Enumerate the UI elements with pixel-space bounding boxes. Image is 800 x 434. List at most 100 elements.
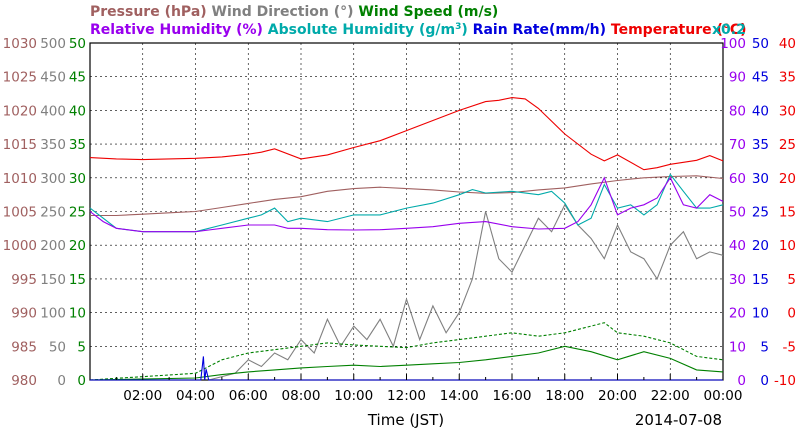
series-absolute-humidity <box>89 173 724 233</box>
legend-item: Pressure (hPa) <box>90 4 207 20</box>
humidity-tick-label: 40 <box>729 238 746 254</box>
right-axes: 0102030405060708090100051015202530354045… <box>720 36 796 389</box>
series-rain-rate <box>90 356 723 381</box>
x-axis-label: Time (JST) <box>367 411 444 429</box>
rain-tick-label: 5 <box>760 339 769 355</box>
rain-tick-label: 30 <box>752 171 769 187</box>
temperature-tick-label: 20 <box>779 171 796 187</box>
x-tick-label: 16:00 <box>493 388 532 404</box>
wind-speed-tick-label: 35 <box>69 137 86 153</box>
legend-close-paren: ) <box>461 22 467 38</box>
wind-speed-tick-label: 40 <box>69 103 86 119</box>
humidity-tick-label: 80 <box>729 103 746 119</box>
temperature-tick-label: -10 <box>774 373 796 389</box>
legend-item: Absolute Humidity (g/m <box>263 22 455 38</box>
legend-row-2: Relative Humidity (%) Absolute Humidity … <box>90 22 747 38</box>
rain-tick-label: 40 <box>752 103 769 119</box>
pressure-tick-label: 1015 <box>3 137 37 153</box>
x-tick-label: 08:00 <box>282 388 321 404</box>
rain-tick-label: 25 <box>752 205 769 221</box>
corner-note-x0-2: x0.2 <box>712 22 746 38</box>
wind-dir-tick-label: 400 <box>40 103 66 119</box>
left-axes: 9809859909951000100510101015102010251030… <box>3 36 86 389</box>
wind-speed-tick-label: 45 <box>69 70 86 86</box>
series-wind-speed <box>89 345 724 381</box>
wind-speed-tick-label: 5 <box>77 339 86 355</box>
wind-dir-tick-label: 250 <box>40 205 66 221</box>
wind-speed-tick-label: 0 <box>77 373 86 389</box>
x-tick-label: 20:00 <box>598 388 637 404</box>
date-label: 2014-07-08 <box>635 411 722 429</box>
wind-speed-tick-label: 25 <box>69 205 86 221</box>
series-temperature <box>89 97 724 171</box>
x-tick-label: 14:00 <box>440 388 479 404</box>
rain-tick-label: 20 <box>752 238 769 254</box>
legend-superscript: 3 <box>455 22 461 32</box>
temperature-tick-label: 35 <box>779 70 796 86</box>
x-tick-label: 06:00 <box>229 388 268 404</box>
series-wind-gust <box>89 322 724 381</box>
wind-dir-tick-label: 450 <box>40 70 66 86</box>
rain-tick-label: 15 <box>752 272 769 288</box>
pressure-tick-label: 985 <box>11 339 37 355</box>
temperature-tick-label: 30 <box>779 103 796 119</box>
humidity-tick-label: 50 <box>729 205 746 221</box>
humidity-tick-label: 20 <box>729 306 746 322</box>
temperature-tick-label: 40 <box>779 36 796 52</box>
rain-tick-label: 50 <box>752 36 769 52</box>
x-tick-label: 04:00 <box>176 388 215 404</box>
series-relative-humidity <box>89 176 724 233</box>
temperature-tick-label: -5 <box>783 339 796 355</box>
rain-tick-label: 0 <box>760 373 769 389</box>
legend-item: Rain Rate(mm/h) <box>468 22 606 38</box>
wind-dir-tick-label: 300 <box>40 171 66 187</box>
rain-tick-label: 10 <box>752 306 769 322</box>
legend-item: Wind Speed (m/s) <box>354 4 499 20</box>
x-tick-label: 00:00 <box>704 388 743 404</box>
wind-speed-tick-label: 20 <box>69 238 86 254</box>
humidity-tick-label: 60 <box>729 171 746 187</box>
pressure-tick-label: 1000 <box>3 238 37 254</box>
x-tick-label: 10:00 <box>334 388 373 404</box>
x-tick-label: 02:00 <box>123 388 162 404</box>
temperature-tick-label: 0 <box>787 306 796 322</box>
humidity-tick-label: 100 <box>720 36 746 52</box>
humidity-tick-label: 10 <box>729 339 746 355</box>
humidity-tick-label: 0 <box>737 373 746 389</box>
wind-dir-tick-label: 150 <box>40 272 66 288</box>
wind-dir-tick-label: 350 <box>40 137 66 153</box>
pressure-tick-label: 1030 <box>3 36 37 52</box>
wind-speed-tick-label: 50 <box>69 36 86 52</box>
legend-row-1: Pressure (hPa) Wind Direction (°) Wind S… <box>90 4 498 20</box>
legend-item: Wind Direction (°) <box>207 4 354 20</box>
pressure-tick-label: 1025 <box>3 70 37 86</box>
grid <box>90 43 723 380</box>
x-axis: 02:00 04:00 06:00 08:00 10:00 12:00 14:00 16:00… <box>115 374 743 404</box>
pressure-tick-label: 1020 <box>3 103 37 119</box>
x-tick-label: 22:00 <box>651 388 690 404</box>
legend-item: Relative Humidity (%) <box>90 22 263 38</box>
temperature-tick-label: 5 <box>787 272 796 288</box>
wind-speed-tick-label: 15 <box>69 272 86 288</box>
wind-dir-tick-label: 100 <box>40 306 66 322</box>
wind-dir-tick-label: 50 <box>49 339 66 355</box>
pressure-tick-label: 980 <box>11 373 37 389</box>
pressure-tick-label: 1010 <box>3 171 37 187</box>
humidity-tick-label: 90 <box>729 70 746 86</box>
temperature-tick-label: 25 <box>779 137 796 153</box>
pressure-tick-label: 990 <box>11 306 37 322</box>
temperature-tick-label: 10 <box>779 238 796 254</box>
rain-tick-label: 35 <box>752 137 769 153</box>
wind-dir-tick-label: 500 <box>40 36 66 52</box>
wind-speed-tick-label: 10 <box>69 306 86 322</box>
legend: Pressure (hPa) Wind Direction (°) Wind S… <box>90 4 747 38</box>
wind-speed-tick-label: 30 <box>69 171 86 187</box>
series-layer <box>89 97 724 381</box>
pressure-tick-label: 1005 <box>3 205 37 221</box>
x-tick-label: 18:00 <box>545 388 584 404</box>
humidity-tick-label: 30 <box>729 272 746 288</box>
pressure-tick-label: 995 <box>11 272 37 288</box>
humidity-tick-label: 70 <box>729 137 746 153</box>
legend-item: Temperature (°C) <box>606 22 747 38</box>
